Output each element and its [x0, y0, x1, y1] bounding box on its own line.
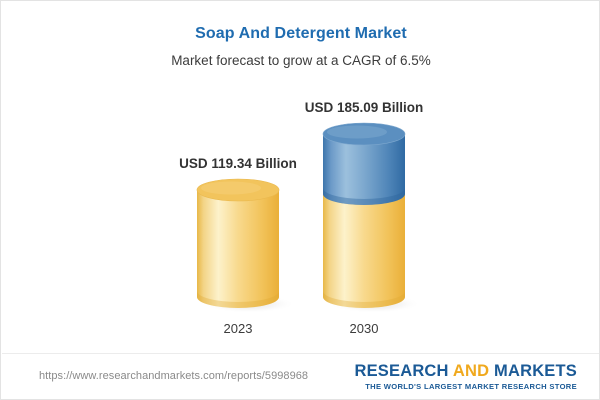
bar-value-label-2023: USD 119.34 Billion [179, 156, 297, 171]
bar-category-label-2023: 2023 [223, 321, 253, 336]
research-and-markets-logo[interactable]: RESEARCH AND MARKETS THE WORLD'S LARGEST… [354, 363, 577, 390]
bar-cylinder-2023 [196, 178, 295, 313]
bar-cylinder-2030 [322, 122, 421, 313]
logo-wordmark: RESEARCH AND MARKETS [354, 363, 577, 380]
report-url[interactable]: https://www.researchandmarkets.com/repor… [39, 370, 309, 382]
chart-title: Soap And Detergent Market [195, 25, 407, 42]
bar-value-label-2030: USD 185.09 Billion [304, 100, 424, 115]
logo-word-markets: MARKETS [494, 362, 577, 380]
logo-word-and-text: AND [452, 362, 490, 380]
logo-word-research: RESEARCH [354, 362, 449, 380]
logo-tagline: THE WORLD'S LARGEST MARKET RESEARCH STOR… [365, 381, 577, 391]
bar-category-label-2030: 2030 [349, 321, 379, 336]
footer-divider [2, 353, 599, 354]
plot-area: USD 119.34 Billion [1, 1, 599, 353]
chart-subtitle: Market forecast to grow at a CAGR of 6.5… [171, 53, 431, 68]
